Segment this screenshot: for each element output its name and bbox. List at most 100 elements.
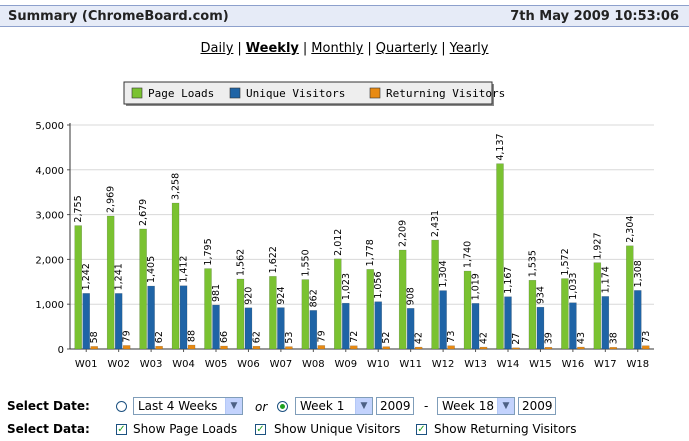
bar xyxy=(544,347,553,350)
week-range-radio[interactable] xyxy=(277,401,288,412)
period-link-quarterly[interactable]: Quarterly xyxy=(375,41,438,56)
from-week-value: Week 1 xyxy=(300,399,345,413)
bar xyxy=(90,346,98,350)
x-tick-label: W04 xyxy=(172,359,195,370)
range-dash: - xyxy=(424,399,429,413)
bar xyxy=(106,215,115,350)
data-label: 1,572 xyxy=(560,248,571,275)
bar xyxy=(512,347,520,350)
data-label: 73 xyxy=(641,331,652,343)
data-label: 42 xyxy=(414,332,425,344)
data-label: 79 xyxy=(316,330,327,342)
data-label: 27 xyxy=(511,333,522,345)
bar xyxy=(366,269,374,350)
separator: | xyxy=(367,41,372,56)
legend-swatch xyxy=(229,87,241,99)
data-label: 79 xyxy=(122,330,133,342)
x-tick-label: W05 xyxy=(205,359,228,370)
data-label: 88 xyxy=(187,330,198,342)
data-label: 39 xyxy=(543,332,554,344)
data-label: 1,167 xyxy=(503,267,514,294)
data-label: 1,023 xyxy=(341,273,352,300)
chevron-down-icon: ▼ xyxy=(355,398,372,414)
x-tick-label: W12 xyxy=(432,359,455,370)
data-label: 920 xyxy=(243,287,254,305)
bar xyxy=(447,345,455,350)
x-tick-label: W13 xyxy=(464,359,487,370)
x-tick-label: W15 xyxy=(529,359,552,370)
period-link-weekly[interactable]: Weekly xyxy=(245,41,299,56)
bar xyxy=(382,346,390,350)
data-label: 66 xyxy=(219,331,230,343)
chevron-down-icon: ▼ xyxy=(497,398,514,414)
from-year-input[interactable]: 2009 xyxy=(376,397,414,415)
range-select[interactable]: Last 4 Weeks ▼ xyxy=(133,397,243,415)
data-label: 2,209 xyxy=(398,220,409,247)
bar xyxy=(496,163,504,350)
period-nav: Daily | Weekly | Monthly | Quarterly | Yearly xyxy=(0,41,689,56)
data-label: 2,012 xyxy=(333,229,344,256)
bar xyxy=(431,239,439,350)
to-year-input[interactable]: 2009 xyxy=(518,397,556,415)
data-label: 981 xyxy=(211,284,222,302)
data-label: 1,019 xyxy=(471,273,482,300)
bar xyxy=(561,278,569,350)
data-label: 42 xyxy=(479,332,490,344)
data-label: 2,755 xyxy=(73,195,84,222)
bar xyxy=(577,346,585,350)
show-returning-visitors-label: Show Returning Visitors xyxy=(434,422,577,436)
y-tick-label: 0 xyxy=(58,345,64,356)
x-tick-label: W01 xyxy=(75,359,98,370)
show-unique-visitors-label: Show Unique Visitors xyxy=(274,422,401,436)
y-tick-label: 1,000 xyxy=(35,300,64,311)
period-link-daily[interactable]: Daily xyxy=(200,41,234,56)
range-radio[interactable] xyxy=(116,401,127,412)
data-label: 934 xyxy=(535,286,546,304)
data-label: 3,258 xyxy=(171,173,182,200)
data-label: 1,242 xyxy=(81,263,92,290)
bar xyxy=(642,345,650,350)
period-link-yearly[interactable]: Yearly xyxy=(449,41,489,56)
x-tick-label: W02 xyxy=(107,359,130,370)
to-week-select[interactable]: Week 18 ▼ xyxy=(437,397,515,415)
x-tick-label: W06 xyxy=(237,359,260,370)
show-unique-visitors-checkbox[interactable]: ✓ xyxy=(255,424,266,435)
bar xyxy=(301,279,310,350)
bar xyxy=(220,345,228,350)
bar xyxy=(187,344,196,350)
x-tick-label: W07 xyxy=(270,359,293,370)
data-label: 72 xyxy=(349,331,360,343)
from-week-select[interactable]: Week 1 ▼ xyxy=(295,397,373,415)
legend-swatch xyxy=(131,87,143,99)
period-link-monthly[interactable]: Monthly xyxy=(311,41,364,56)
data-label: 43 xyxy=(576,332,587,344)
bar xyxy=(171,202,180,350)
x-tick-label: W17 xyxy=(594,359,617,370)
data-label: 924 xyxy=(276,286,287,304)
data-label: 1,412 xyxy=(179,256,190,283)
data-label: 908 xyxy=(406,287,417,305)
page-title: Summary (ChromeBoard.com) xyxy=(8,9,229,24)
data-label: 38 xyxy=(608,332,619,344)
legend-label: Page Loads xyxy=(148,87,214,100)
bar xyxy=(204,268,212,350)
summary-header: Summary (ChromeBoard.com) 7th May 2009 1… xyxy=(0,5,689,27)
data-label: 1,562 xyxy=(235,249,246,276)
data-label: 1,795 xyxy=(203,238,214,265)
data-label: 1,740 xyxy=(463,241,474,268)
data-label: 1,241 xyxy=(114,263,125,290)
show-page-loads-label: Show Page Loads xyxy=(133,422,238,436)
data-label: 1,174 xyxy=(600,266,611,293)
data-label: 58 xyxy=(89,331,100,343)
data-label: 62 xyxy=(154,331,165,343)
show-page-loads-checkbox[interactable]: ✓ xyxy=(116,424,127,435)
data-label: 1,308 xyxy=(633,260,644,287)
data-label: 1,622 xyxy=(268,246,279,273)
bar xyxy=(74,225,82,350)
chevron-down-icon: ▼ xyxy=(225,398,242,414)
bar xyxy=(593,262,602,350)
show-returning-visitors-checkbox[interactable]: ✓ xyxy=(416,424,427,435)
x-tick-label: W08 xyxy=(302,359,325,370)
